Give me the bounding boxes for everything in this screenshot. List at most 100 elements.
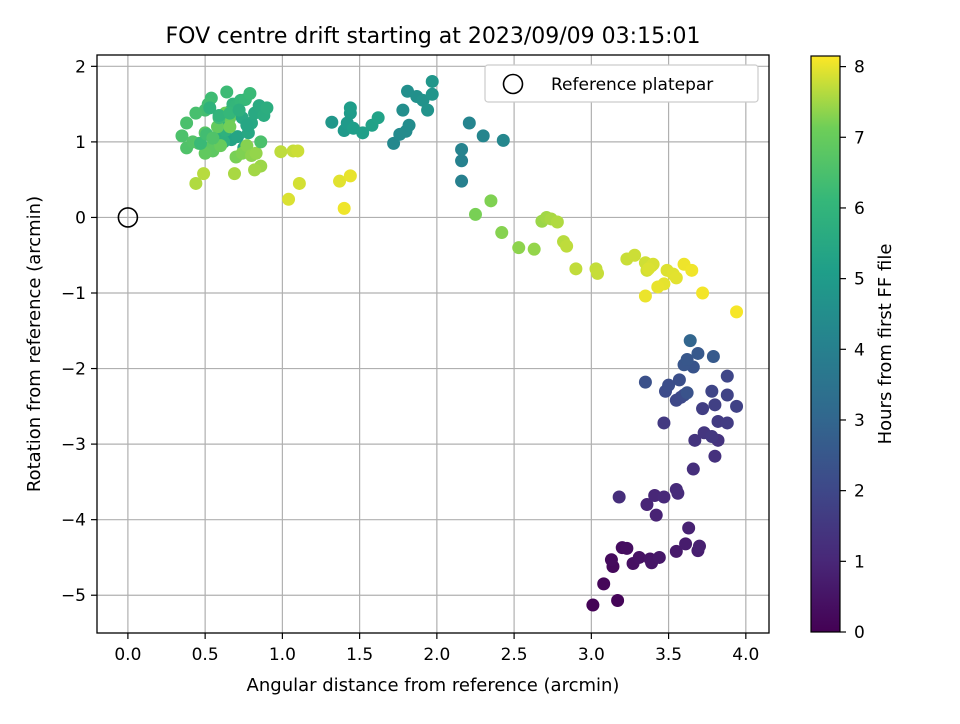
- data-point: [679, 537, 693, 551]
- data-point: [282, 192, 296, 206]
- legend-marker-open-circle: [502, 73, 524, 95]
- data-point: [496, 133, 510, 147]
- data-point: [611, 594, 625, 608]
- data-point: [455, 174, 469, 188]
- data-point: [232, 103, 246, 117]
- x-tick-label: 0.0: [114, 645, 141, 665]
- legend: Reference platepar: [484, 64, 759, 103]
- y-tick-label: −4: [61, 511, 86, 531]
- data-point: [682, 521, 696, 535]
- colorbar-tick-label: 5: [854, 270, 865, 290]
- data-point: [356, 126, 370, 140]
- data-point: [597, 577, 611, 591]
- data-point: [206, 131, 220, 145]
- y-tick-label: −5: [61, 586, 86, 606]
- colorbar-tick-label: 3: [854, 411, 865, 431]
- data-point: [686, 462, 700, 476]
- legend-box: [484, 64, 759, 103]
- colorbar-label: Hours from first FF file: [875, 244, 896, 445]
- data-point: [243, 87, 257, 101]
- data-point: [189, 176, 203, 190]
- data-point: [569, 262, 583, 276]
- data-point: [649, 508, 663, 522]
- data-point: [657, 490, 671, 504]
- data-point: [476, 129, 490, 143]
- data-point: [220, 85, 234, 99]
- data-point: [223, 120, 237, 134]
- data-point: [416, 93, 430, 107]
- data-point: [651, 280, 665, 294]
- data-point: [640, 498, 654, 512]
- data-point: [685, 263, 699, 277]
- data-point: [180, 116, 194, 130]
- data-point: [337, 201, 351, 215]
- data-point: [652, 550, 666, 564]
- data-point: [274, 145, 288, 159]
- colorbar-tick-label: 2: [854, 482, 865, 502]
- data-point: [638, 289, 652, 303]
- x-tick-label: 0.5: [192, 645, 219, 665]
- x-axis-ticks: 0.0 0.5 1.0 1.5 2.0 2.5 3.0 3.5 4.0: [114, 633, 759, 665]
- data-point: [175, 129, 189, 143]
- data-point: [669, 271, 683, 285]
- data-point: [387, 136, 401, 150]
- x-tick-label: 3.5: [655, 645, 682, 665]
- data-point: [586, 598, 600, 612]
- data-point: [669, 544, 683, 558]
- data-point: [604, 553, 618, 567]
- chart-title: FOV centre drift starting at 2023/09/09 …: [166, 24, 701, 49]
- data-point: [680, 386, 694, 400]
- data-point: [708, 449, 722, 463]
- data-point: [560, 239, 574, 253]
- y-tick-label: 1: [75, 133, 86, 153]
- x-tick-label: 2.0: [423, 645, 450, 665]
- data-point: [455, 142, 469, 156]
- y-tick-label: 0: [75, 208, 86, 228]
- data-point: [620, 541, 634, 555]
- data-points: [175, 74, 744, 612]
- colorbar-tick-label: 6: [854, 199, 865, 219]
- colorbar: 0 1 2 3 4 5 6 7 8 Hours from first FF file: [810, 55, 896, 643]
- colorbar-tick-label: 4: [854, 340, 865, 360]
- x-tick-label: 3.0: [578, 645, 605, 665]
- data-point: [212, 108, 226, 122]
- data-point: [720, 416, 734, 430]
- data-point: [672, 373, 686, 387]
- y-tick-label: −3: [61, 435, 86, 455]
- data-point: [371, 111, 385, 125]
- data-point: [691, 346, 705, 360]
- data-point: [527, 242, 541, 256]
- data-point: [292, 176, 306, 190]
- data-point: [240, 139, 254, 153]
- x-tick-label: 4.0: [732, 645, 759, 665]
- data-point: [495, 226, 509, 240]
- data-point: [642, 262, 656, 276]
- data-point: [291, 144, 305, 158]
- data-point: [249, 146, 263, 160]
- data-point: [696, 402, 710, 416]
- x-tick-label: 1.0: [269, 645, 296, 665]
- data-point: [343, 169, 357, 183]
- data-point: [343, 101, 357, 115]
- legend-entry-label: Reference platepar: [551, 75, 713, 95]
- data-point: [455, 154, 469, 168]
- colorbar-tick-label: 8: [854, 58, 865, 78]
- reference-point-marker: [117, 207, 139, 228]
- data-point: [248, 163, 262, 177]
- data-point: [638, 375, 652, 389]
- y-tick-label: 2: [75, 57, 86, 77]
- data-point: [468, 207, 482, 221]
- data-point: [512, 241, 526, 255]
- data-point: [260, 101, 274, 115]
- data-point: [628, 248, 642, 262]
- data-point: [632, 550, 646, 564]
- data-point: [254, 135, 268, 149]
- colorbar-tick-label: 1: [854, 552, 865, 572]
- data-point: [227, 167, 241, 181]
- x-tick-label: 2.5: [501, 645, 528, 665]
- data-point: [730, 399, 744, 413]
- data-point: [203, 101, 217, 115]
- data-point: [692, 539, 706, 553]
- data-point: [657, 416, 671, 430]
- data-point: [612, 490, 626, 504]
